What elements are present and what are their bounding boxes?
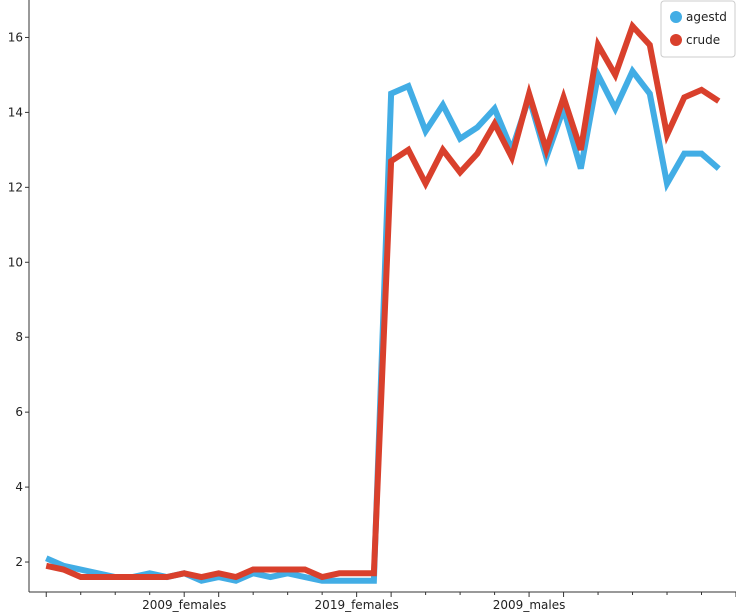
series-layer — [45, 20, 721, 584]
y-tick-label: 8 — [15, 330, 23, 344]
x-axis-ticks: 2009_females 2019_females 2009_males — [45, 592, 736, 612]
x-tick-label: 2019_females — [315, 598, 399, 612]
y-tick-label: 16 — [8, 30, 23, 44]
x-tick-label: 2009_males — [493, 598, 566, 612]
x-tick-label: 2009_females — [142, 598, 226, 612]
y-tick-label: 14 — [8, 105, 23, 119]
y-tick-label: 6 — [15, 405, 23, 419]
y-tick-label: 4 — [15, 480, 23, 494]
y-axis: 2 4 6 8 10 12 14 16 — [8, 0, 30, 592]
x-axis: 2009_females 2019_females 2009_males — [29, 591, 736, 612]
y-tick-label: 12 — [8, 180, 23, 194]
y-tick-label: 2 — [15, 555, 23, 569]
legend-marker-crude — [670, 34, 682, 46]
y-axis-ticks: 2 4 6 8 10 12 14 16 — [8, 30, 29, 569]
legend-label-agestd: agestd — [686, 10, 727, 24]
y-tick-label: 10 — [8, 255, 23, 269]
series-line-crude — [45, 20, 721, 581]
legend-label-crude: crude — [686, 33, 720, 47]
legend-marker-agestd — [670, 11, 682, 23]
legend[interactable]: agestd crude — [660, 0, 736, 58]
